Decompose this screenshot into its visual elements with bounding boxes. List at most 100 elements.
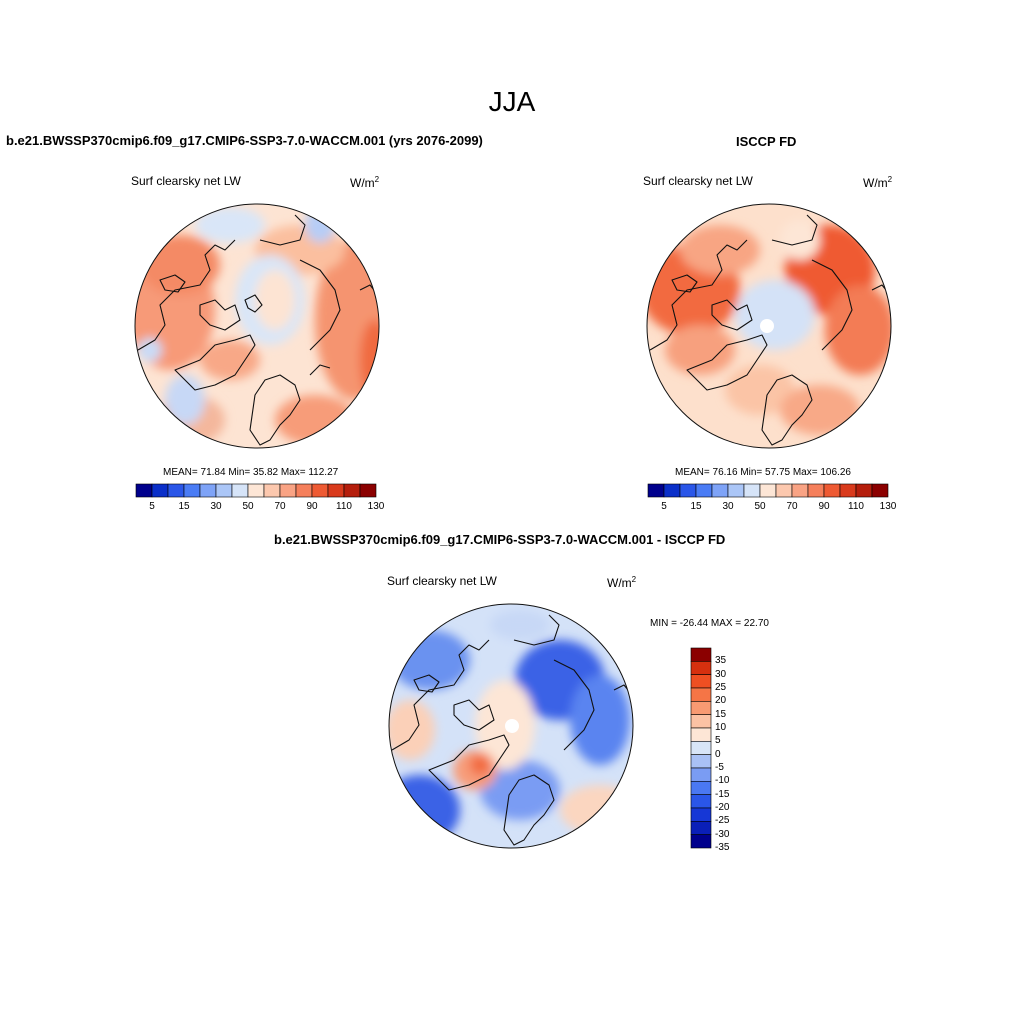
field-warm-patch [780,385,860,435]
obs-polar-map [646,203,892,449]
colorbar-swatch [690,807,712,822]
colorbar-swatch [871,483,889,498]
colorbar-swatch [199,483,217,498]
colorbar-swatch [343,483,361,498]
colorbar-swatch [690,767,712,782]
model-colorbar [135,483,377,498]
colorbar-swatch [690,687,712,702]
colorbar-tick-label: 110 [848,501,864,512]
colorbar-tick-label: 30 [722,501,734,512]
colorbar-swatch [247,483,265,498]
colorbar-swatch [690,701,712,715]
colorbar-tick-label: -15 [715,788,730,800]
colorbar-tick-label: 25 [715,682,727,693]
colorbar-swatch [183,483,201,498]
colorbar-swatch [759,483,777,498]
coastline [244,294,263,313]
colorbar-tick-label: 5 [715,735,721,747]
coastline [413,674,440,693]
figure-title: JJA [488,86,536,117]
colorbar-swatch [690,834,712,849]
model-variable-label: Surf clearsky net LW [131,174,241,188]
colorbar-tick-label: 70 [786,501,798,512]
coastline [309,364,331,376]
colorbar-swatch [839,483,857,498]
coastline [391,639,490,751]
colorbar-swatch [823,483,841,498]
colorbar-swatch [279,483,297,498]
obs-stats: MEAN= 76.16 Min= 57.75 Max= 106.26 [675,467,851,478]
colorbar-tick-label: -25 [715,815,730,827]
colorbar-tick-label: 90 [818,501,830,512]
colorbar-tick-label: 0 [715,748,721,760]
colorbar-swatch [311,483,329,498]
colorbar-tick-label: 10 [715,722,727,733]
diff-variable-label: Surf clearsky net LW [387,574,497,588]
colorbar-swatch [135,483,153,498]
colorbar-tick-label: 50 [242,501,254,512]
colorbar-swatch [743,483,761,498]
colorbar-tick-label: -20 [715,802,730,813]
coastline [649,239,748,351]
colorbar-swatch [151,483,169,498]
field-neutral-patch [475,680,535,770]
colorbar-tick-label: 110 [336,501,352,512]
colorbar-swatch [690,647,712,662]
field-cool-patch [165,375,205,425]
colorbar-swatch [663,483,681,498]
colorbar-swatch [727,483,745,498]
coastline [137,239,236,351]
coastline [771,214,818,246]
coastline [513,614,560,646]
colorbar-swatch [231,483,249,498]
colorbar-swatch [295,483,313,498]
coastline [259,214,306,246]
field-neutral-patch [780,220,820,260]
model-panel-title: b.e21.BWSSP370cmip6.f09_g17.CMIP6-SSP3-7… [6,133,483,148]
colorbar-swatch [215,483,233,498]
colorbar-tick-label: 50 [754,501,766,512]
field-warm-patch [360,320,379,400]
field-warm-patch [680,225,760,275]
colorbar-swatch [647,483,665,498]
map-boundary [134,203,380,449]
diff-units-label: W/m2 [607,575,637,590]
colorbar-swatch [679,483,697,498]
colorbar-tick-label: 70 [274,501,286,512]
colorbar-tick-label: -30 [715,828,730,840]
colorbar-swatch [791,483,809,498]
colorbar-swatch [807,483,825,498]
field-warm-patch [665,325,735,375]
colorbar-tick-label: 90 [306,501,318,512]
colorbar-swatch [695,483,713,498]
colorbar-swatch [775,483,793,498]
field-cool-patch [490,610,550,640]
colorbar-swatch [690,727,712,742]
coastline [711,299,753,331]
obs-variable-label: Surf clearsky net LW [643,174,753,188]
missing-data-pole [760,319,774,333]
model-units-label: W/m2 [350,175,380,190]
colorbar-swatch [711,483,729,498]
obs-units-label: W/m2 [863,175,893,190]
colorbar-tick-label: 15 [178,501,190,512]
coastline [199,299,241,331]
field-cool-patch [570,675,630,765]
colorbar-tick-label: -35 [715,842,730,853]
coastline [174,334,256,391]
colorbar-swatch [327,483,345,498]
coastline [761,374,813,446]
field-warm-patch [200,340,260,380]
coastline [453,699,495,731]
coastline [686,334,768,391]
field-cool-patch [390,630,470,690]
field-warm-patch [389,700,435,760]
coastline [671,274,698,293]
coastline [299,259,341,351]
coastline [428,734,510,791]
colorbar-tick-label: 20 [715,695,727,707]
colorbar-swatch [359,483,377,498]
colorbar-swatch [690,714,712,729]
diff-stats: MIN = -26.44 MAX = 22.70 [650,618,769,629]
